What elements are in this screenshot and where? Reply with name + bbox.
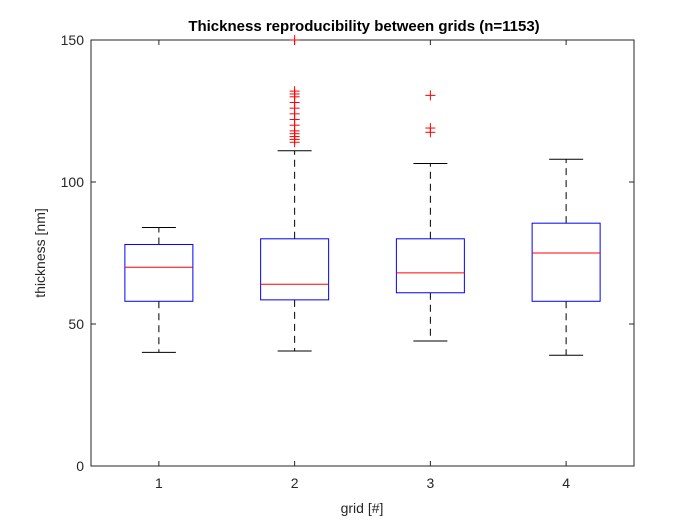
iqr-box: [124, 243, 194, 302]
y-tick-label: 50: [68, 316, 84, 332]
x-tick-label: 4: [562, 475, 570, 491]
outlier-marker: [425, 123, 436, 134]
x-tick-label: 2: [291, 475, 299, 491]
y-tick-label: 150: [61, 32, 85, 48]
outlier-marker: [425, 90, 436, 101]
outlier-marker: [289, 35, 300, 45]
iqr-box: [260, 238, 330, 301]
box-1: [124, 226, 194, 353]
box-2: [260, 35, 330, 352]
iqr-box: [531, 222, 601, 302]
x-tick-label: 3: [426, 475, 434, 491]
iqr-box: [395, 238, 465, 294]
boxes-group: [124, 35, 601, 356]
box-4: [531, 158, 601, 356]
y-tick-label: 0: [76, 458, 84, 474]
chart-title: Thickness reproducibility between grids …: [188, 18, 539, 35]
x-axis-label: grid [#]: [341, 500, 384, 516]
outlier-marker: [289, 86, 300, 97]
x-tick-label: 1: [155, 475, 163, 491]
box-3: [395, 90, 465, 342]
y-axis-label: thickness [nm]: [32, 208, 48, 297]
y-tick-label: 100: [61, 174, 85, 190]
y-axis: 0 50 100 150: [61, 32, 634, 474]
